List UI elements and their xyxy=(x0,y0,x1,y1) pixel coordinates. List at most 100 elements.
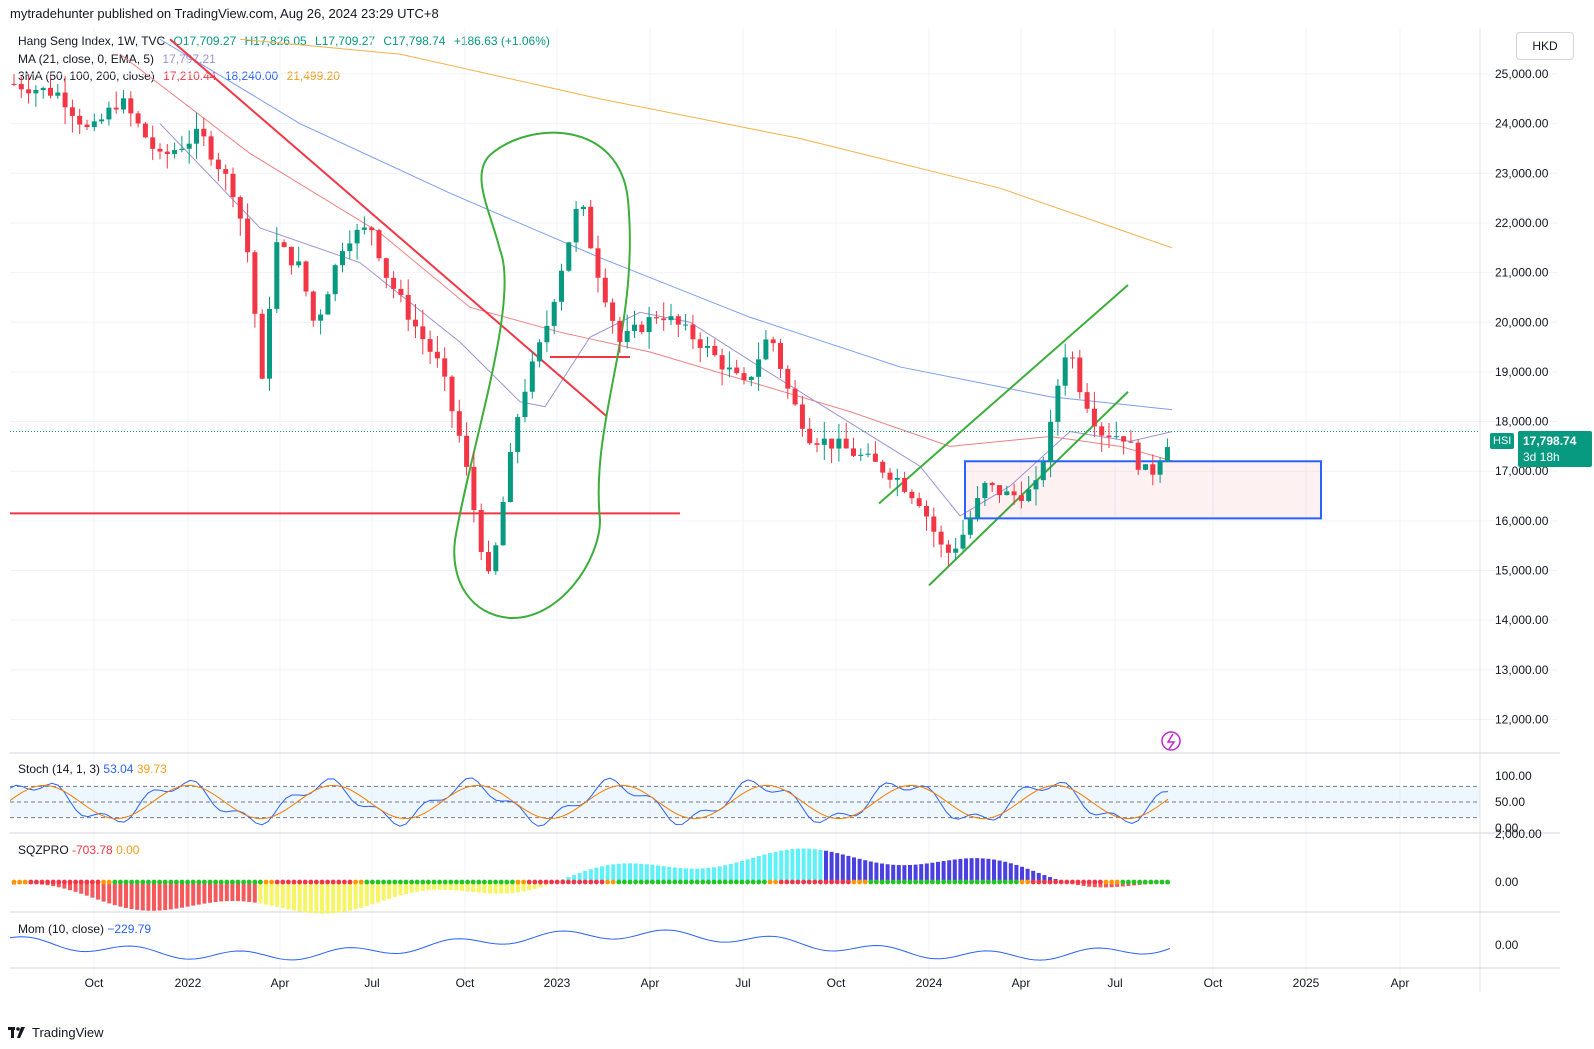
candle xyxy=(113,91,119,114)
candle xyxy=(1077,349,1083,399)
sqz-histogram-bar xyxy=(381,882,386,901)
candle xyxy=(1164,438,1170,463)
sqz-dot xyxy=(1014,879,1019,885)
sqz-label[interactable]: SQZPRO xyxy=(18,843,69,857)
sqz-histogram-bar xyxy=(336,882,341,913)
candle-body xyxy=(230,173,236,198)
sqz-dot xyxy=(162,879,168,885)
sqz-histogram-bar xyxy=(96,882,100,900)
sqz-pane: 2,000.00 0.00 xyxy=(11,827,1542,914)
candle-body xyxy=(201,128,207,137)
sqz-histogram-bar xyxy=(1137,882,1142,885)
sqz-dot xyxy=(1109,879,1114,885)
mom-label[interactable]: Mom (10, close) xyxy=(18,922,105,936)
ma-label[interactable]: MA (21, close, 0, EMA, 5) xyxy=(18,52,155,66)
candle xyxy=(99,113,105,125)
sqz-dot xyxy=(454,879,459,885)
candle-body xyxy=(157,148,163,152)
sqz-dot xyxy=(739,879,745,885)
symbol-price-tag: HSI xyxy=(1490,433,1515,449)
sqz-histogram-bar xyxy=(717,866,722,882)
sqz-histogram-bar xyxy=(465,882,470,892)
sqz-dot xyxy=(605,879,610,885)
sqz-histogram-bar xyxy=(745,859,750,882)
candle-body xyxy=(938,531,944,545)
candle-body xyxy=(267,308,272,379)
currency-button[interactable]: HKD xyxy=(1516,32,1574,60)
sqz-histogram-bar xyxy=(432,882,436,890)
candle xyxy=(697,332,703,363)
symbol-label[interactable]: Hang Seng Index, 1W, TVC xyxy=(18,34,166,48)
candle xyxy=(916,492,922,508)
candle xyxy=(121,90,126,114)
sqz-dot xyxy=(1137,879,1142,885)
candle-body xyxy=(237,197,243,219)
candle-body xyxy=(1106,435,1112,438)
candle-body xyxy=(391,277,397,289)
time-tick-label: Oct xyxy=(1204,976,1223,990)
sqz-histogram-bar xyxy=(1014,864,1019,882)
candle xyxy=(770,336,776,352)
sqz-histogram-bar xyxy=(488,882,492,894)
sma50-line xyxy=(119,53,1173,462)
candle xyxy=(186,130,192,164)
candle-body xyxy=(84,124,90,128)
candle xyxy=(486,540,491,574)
candle-body xyxy=(500,501,506,546)
sqz-dot xyxy=(258,879,263,885)
sqz-dot xyxy=(834,879,840,885)
candle-body xyxy=(1084,392,1090,409)
candle-body xyxy=(310,291,316,321)
candle-body xyxy=(405,294,411,320)
sqz-dot xyxy=(129,879,135,885)
sqz-dot xyxy=(510,879,515,885)
price-tick-label: 24,000.00 xyxy=(1495,117,1549,131)
sqz-histogram-bar xyxy=(527,882,532,891)
sqz-dot xyxy=(532,879,538,885)
candle xyxy=(624,314,630,349)
sqz-dot xyxy=(487,879,493,885)
candle-body xyxy=(763,339,769,360)
candle xyxy=(1113,421,1119,439)
candle-body xyxy=(172,150,178,154)
sqz-histogram-bar xyxy=(353,882,358,910)
sqz-histogram-bar xyxy=(297,882,302,912)
sma200-value: 21,499.20 xyxy=(286,69,340,83)
sqz-histogram-bar xyxy=(661,866,666,882)
candle-body xyxy=(529,361,535,392)
sqz-histogram-bar xyxy=(734,862,739,882)
sqz-histogram-bar xyxy=(913,864,918,882)
sqz-histogram-bar xyxy=(1132,882,1136,886)
sqz-histogram-bar xyxy=(79,882,84,894)
sqz-histogram-bar xyxy=(835,853,840,882)
sqz-dot xyxy=(330,879,336,885)
sqz-histogram-bar xyxy=(460,882,464,891)
sqz-histogram-bar xyxy=(348,882,352,911)
candle-body xyxy=(33,89,39,94)
tradingview-logo[interactable]: TradingView xyxy=(8,1025,104,1040)
sqz-dot xyxy=(874,879,879,885)
candle xyxy=(1150,454,1156,486)
sqz-dot xyxy=(1154,879,1159,885)
candle-body xyxy=(741,373,747,381)
candle xyxy=(887,468,893,489)
sma-label[interactable]: 3MA (50, 100, 200, close) xyxy=(18,69,155,83)
candle-body xyxy=(551,301,557,326)
sqz-dot xyxy=(375,879,381,885)
candle-body xyxy=(1018,495,1024,501)
sqz-histogram-bar xyxy=(135,882,140,910)
stoch-label[interactable]: Stoch (14, 1, 3) xyxy=(18,762,101,776)
sqz-dot xyxy=(1075,879,1081,885)
sqz-histogram-bar xyxy=(723,865,728,882)
candle xyxy=(785,365,791,399)
sqz-histogram-bar xyxy=(588,869,593,882)
sqz-histogram-bar xyxy=(549,882,554,884)
sqz-dot xyxy=(795,879,801,885)
sqz-histogram-bar xyxy=(852,857,856,882)
candle-body xyxy=(478,509,484,553)
sqz-histogram-bar xyxy=(168,882,173,910)
candle-body xyxy=(383,258,389,278)
sqz-histogram-bar xyxy=(824,850,828,882)
time-tick-label: Oct xyxy=(827,976,846,990)
sqz-dot xyxy=(610,879,616,885)
